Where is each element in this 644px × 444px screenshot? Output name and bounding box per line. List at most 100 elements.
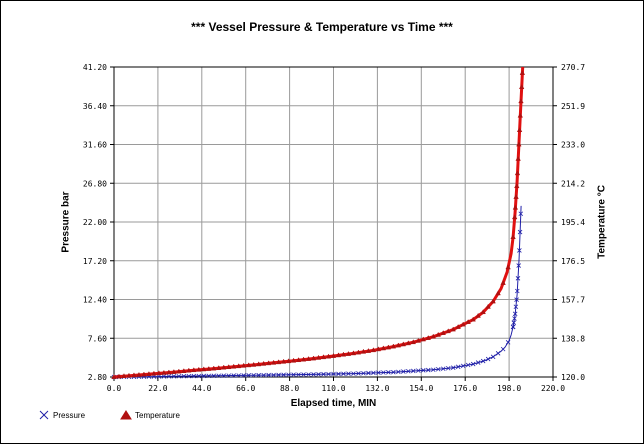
temperature-point (211, 365, 217, 371)
temperature-point (171, 369, 177, 374)
temperature-point (111, 373, 117, 379)
temperature-point (310, 355, 317, 361)
y-tick-label: 17.20 (83, 257, 107, 266)
pressure-point (171, 374, 177, 379)
temperature-point (285, 358, 292, 364)
pressure-point (351, 371, 356, 376)
pressure-point (316, 372, 321, 377)
y2-tick-label: 270.7 (561, 63, 585, 72)
temperature-point (455, 324, 461, 329)
pressure-point (261, 372, 266, 378)
pressure-point (331, 371, 336, 377)
temperature-point (116, 373, 122, 379)
temperature-point (196, 366, 202, 372)
pressure-point (512, 311, 518, 317)
pressure-point (381, 370, 386, 375)
pressure-point (166, 374, 172, 379)
temperature-point (360, 348, 367, 354)
temperature-point (375, 346, 382, 352)
pressure-point (336, 371, 341, 377)
pressure-point (161, 374, 167, 379)
pressure-point (386, 370, 391, 375)
pressure-point (511, 320, 517, 325)
pressure-point (361, 370, 366, 376)
temperature-point (405, 340, 412, 346)
temperature-point (250, 361, 257, 367)
pressure-point (311, 372, 316, 377)
x-tick-label: 176.0 (453, 384, 477, 393)
pressure-point (421, 368, 426, 373)
temperature-point (480, 309, 486, 315)
pressure-point (396, 369, 401, 375)
temperature-point (350, 350, 357, 356)
y-tick-label: 7.60 (88, 334, 107, 343)
y-axis-label-right: Temperature °C (596, 185, 608, 259)
temperature-point (515, 155, 521, 161)
pressure-point (181, 373, 187, 379)
pressure-point (514, 297, 519, 302)
y-tick-label: 41.20 (83, 63, 107, 72)
y-tick-label: 36.40 (83, 102, 107, 111)
temperature-point (340, 351, 347, 357)
temperature-series (111, 66, 526, 379)
temperature-point (517, 112, 524, 118)
pressure-point (391, 369, 396, 375)
temperature-point (385, 344, 392, 350)
pressure-point (495, 351, 501, 356)
temperature-point (514, 170, 521, 176)
y2-tick-label: 214.2 (561, 179, 585, 188)
temperature-point (425, 335, 432, 340)
x-axis-label: Elapsed time, MIN (290, 398, 377, 409)
temperature-point (440, 330, 446, 335)
pressure-point (512, 316, 517, 321)
pressure-point (513, 304, 519, 310)
pressure-point (196, 373, 202, 379)
pressure-point (475, 360, 481, 365)
pressure-point (510, 324, 516, 330)
pressure-point (440, 366, 446, 372)
temperature-point (280, 358, 287, 364)
temperature-point (226, 364, 232, 370)
temperature-point (370, 347, 377, 353)
y2-tick-label: 195.4 (561, 218, 585, 227)
temperature-point (460, 321, 466, 327)
x-tick-label: 88.0 (280, 384, 299, 393)
temperature-point (510, 234, 516, 239)
x-tick-label: 0.0 (107, 384, 122, 393)
pressure-point (291, 372, 296, 377)
temperature-point (513, 193, 519, 199)
pressure-point (176, 373, 182, 379)
temperature-point (500, 280, 506, 285)
pressure-point (366, 370, 371, 376)
pressure-point (460, 363, 466, 369)
temperature-point (206, 365, 212, 371)
pressure-point (490, 354, 496, 360)
temperature-point (255, 361, 262, 367)
pressure-point (206, 373, 212, 379)
temperature-point (519, 70, 526, 75)
temperature-point (136, 371, 142, 377)
temperature-point (470, 316, 476, 322)
temperature-point (235, 363, 242, 369)
legend-pressure-marker (39, 410, 49, 420)
pressure-point (406, 368, 411, 374)
temperature-point (485, 303, 491, 309)
pressure-series (111, 205, 524, 380)
temperature-point (176, 368, 182, 374)
temperature-point (126, 372, 132, 378)
pressure-point (435, 366, 441, 372)
temperature-point (450, 326, 456, 332)
temperature-point (191, 367, 197, 373)
temperature-point (345, 351, 352, 356)
pressure-point (221, 373, 227, 378)
temperature-point (300, 356, 307, 362)
temperature-point (415, 337, 422, 343)
pressure-point (416, 368, 421, 373)
temperature-point (516, 141, 522, 147)
temperature-point (514, 183, 520, 189)
y2-tick-label: 176.5 (561, 257, 585, 266)
temperature-point (390, 343, 397, 349)
pressure-point (156, 374, 162, 379)
temperature-point (245, 362, 252, 368)
legend-pressure-label: Pressure (53, 411, 86, 420)
